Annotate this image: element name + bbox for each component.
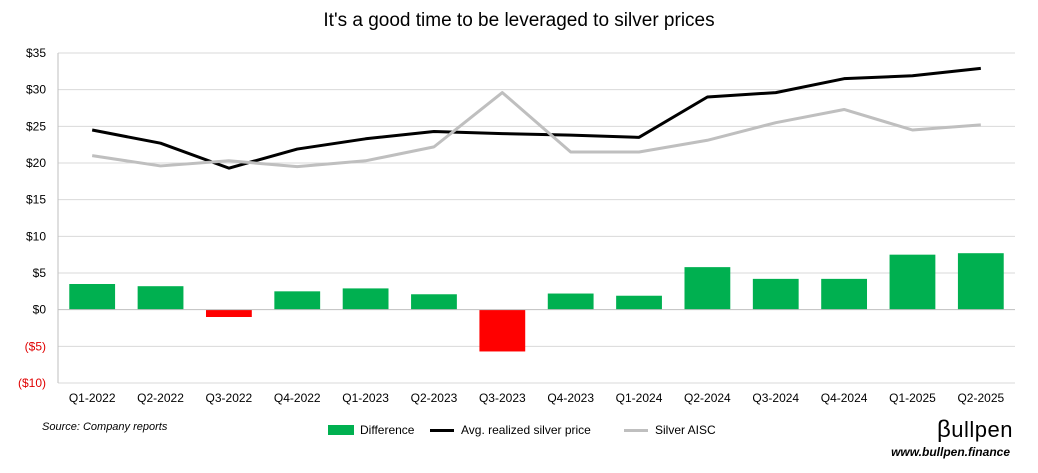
series-lines	[91, 66, 981, 170]
difference-bar	[957, 253, 1004, 310]
legend-difference: Difference	[328, 423, 414, 437]
aisc-line	[91, 91, 981, 169]
beta-icon: β	[936, 416, 952, 443]
y-tick-label: $10	[26, 229, 46, 243]
x-tick-label: Q2-2024	[684, 391, 731, 405]
x-tick-label: Q3-2023	[479, 391, 526, 405]
brand-logo: βullpen	[936, 416, 1013, 443]
x-tick-label: Q1-2024	[616, 391, 663, 405]
difference-bar	[342, 288, 389, 310]
chart-title: It's a good time to be leveraged to silv…	[323, 10, 715, 31]
y-tick-label: ($10)	[18, 376, 46, 390]
y-tick-label: $30	[26, 83, 46, 97]
y-tick-label: $35	[26, 46, 46, 60]
x-axis-ticks: Q1-2022 Q2-2022 Q3-2022 Q4-2022 Q1-2023 Q2-20…	[69, 391, 1005, 405]
difference-bar	[274, 291, 321, 310]
difference-bar	[752, 278, 799, 310]
source-note: Source: Company reports	[42, 421, 168, 433]
difference-bars	[69, 253, 1004, 352]
y-axis-ticks: $35 $30 $25 $20 $15 $10 $5 $0 ($5) ($10)	[18, 46, 46, 390]
y-tick-label: $0	[33, 303, 47, 317]
difference-bar	[889, 254, 936, 310]
gridlines	[58, 52, 1015, 384]
x-tick-label: Q1-2023	[342, 391, 389, 405]
x-tick-label: Q2-2025	[957, 391, 1004, 405]
x-tick-label: Q4-2024	[821, 391, 868, 405]
x-tick-label: Q3-2024	[752, 391, 799, 405]
difference-bar	[205, 309, 252, 317]
difference-bar	[137, 286, 184, 310]
difference-bar	[616, 295, 662, 310]
y-tick-label: $15	[26, 193, 46, 207]
x-tick-label: Q1-2025	[889, 391, 936, 405]
y-tick-label: $20	[26, 156, 46, 170]
difference-bar	[547, 293, 594, 310]
x-tick-label: Q2-2023	[411, 391, 458, 405]
axes	[57, 53, 1015, 383]
difference-bar	[69, 284, 116, 310]
x-tick-label: Q4-2023	[547, 391, 594, 405]
x-tick-label: Q1-2022	[69, 391, 116, 405]
y-tick-label: $5	[33, 266, 47, 280]
legend-avg-price: Avg. realized silver price	[430, 423, 591, 437]
legend-label-avg-price: Avg. realized silver price	[461, 423, 591, 437]
x-tick-label: Q3-2022	[206, 391, 253, 405]
y-tick-label: $25	[26, 119, 46, 133]
avg-price-line	[91, 66, 981, 170]
legend-swatch-difference	[328, 425, 354, 435]
legend-swatch-aisc	[624, 428, 648, 432]
y-tick-label: ($5)	[25, 339, 46, 353]
difference-bar	[684, 267, 731, 310]
legend-label-aisc: Silver AISC	[655, 423, 716, 437]
difference-bar	[479, 309, 526, 352]
legend-swatch-avg-price	[430, 428, 454, 432]
legend-label-difference: Difference	[360, 423, 415, 437]
x-tick-label: Q4-2022	[274, 391, 321, 405]
legend-aisc: Silver AISC	[624, 423, 716, 437]
brand-url: www.bullpen.finance	[891, 445, 1010, 459]
difference-bar	[821, 278, 868, 310]
x-tick-label: Q2-2022	[137, 391, 184, 405]
difference-bar	[411, 294, 457, 310]
